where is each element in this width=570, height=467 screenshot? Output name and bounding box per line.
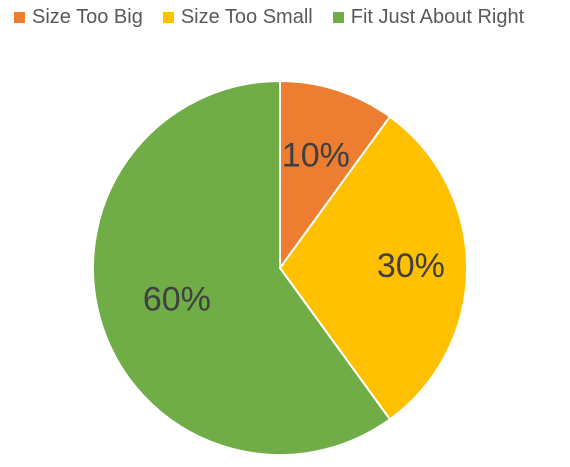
data-label-size-too-small: 30% — [377, 247, 445, 285]
data-label-fit-just-about-right: 60% — [143, 281, 211, 319]
legend-item-fit-just-about-right: Fit Just About Right — [332, 6, 525, 29]
legend-swatch-size-too-small — [162, 12, 174, 23]
legend-label-fit-just-about-right: Fit Just About Right — [350, 6, 525, 28]
chart-legend: Size Too Big Size Too Small Fit Just Abo… — [14, 6, 524, 29]
pie-slice-size-too-big — [279, 79, 392, 272]
pie-slice-fit-just-about-right — [92, 79, 392, 456]
pie-slice-size-too-small — [278, 115, 468, 421]
legend-swatch-fit-just-about-right — [332, 12, 344, 23]
legend-item-size-too-big: Size Too Big — [14, 6, 143, 29]
data-label-size-too-big: 10% — [282, 137, 350, 175]
legend-label-size-too-big: Size Too Big — [32, 6, 143, 28]
legend-swatch-size-too-big — [14, 12, 25, 23]
legend-label-size-too-small: Size Too Small — [180, 6, 313, 28]
legend-item-size-too-small: Size Too Small — [162, 6, 313, 29]
